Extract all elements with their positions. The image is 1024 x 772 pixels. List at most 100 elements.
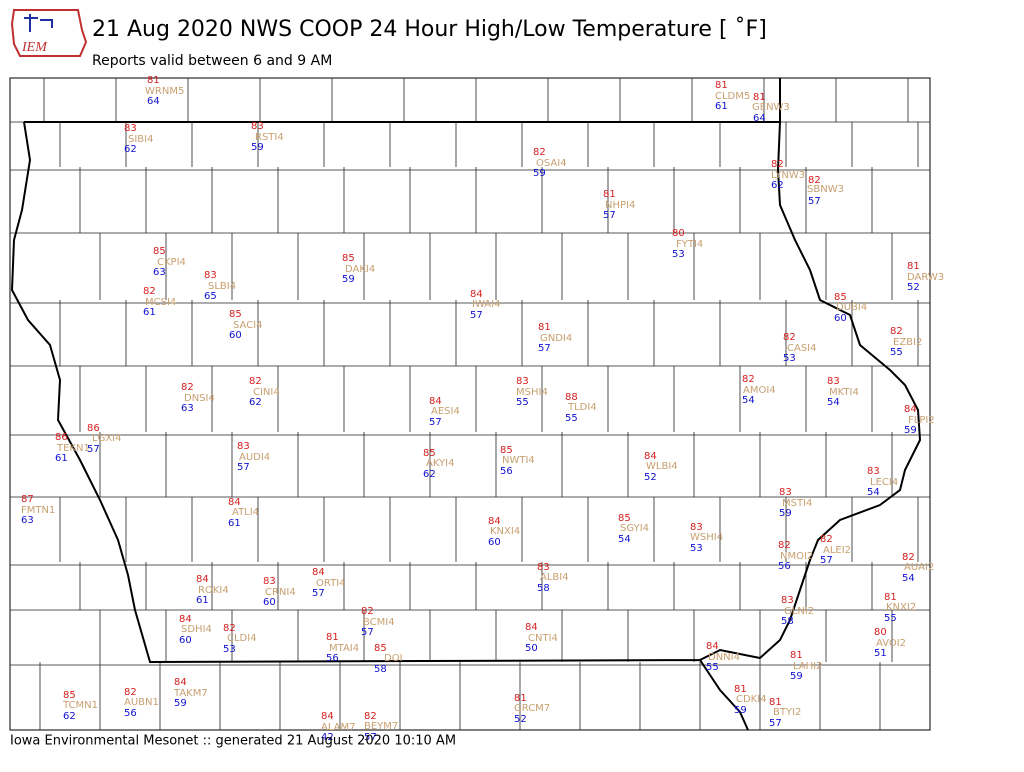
station-id: IWAI4 (472, 299, 500, 310)
station-id: MSHI4 (516, 387, 548, 398)
station-id: CKPI4 (157, 257, 186, 268)
station-low: 59 (251, 142, 264, 153)
station-low: 60 (834, 313, 847, 324)
station-high: 82 (223, 623, 236, 634)
station-id: MTAI4 (329, 643, 359, 654)
station-id: MSTI4 (782, 498, 812, 509)
station-low: 62 (124, 144, 137, 155)
station-low: 55 (565, 413, 578, 424)
station-id: DOI (384, 653, 403, 664)
station-high: 83 (827, 376, 840, 387)
station-low: 53 (690, 543, 703, 554)
station-high: 82 (890, 326, 903, 337)
logo: IEM (10, 9, 88, 57)
station-high: 82 (361, 606, 374, 617)
station-high: 84 (174, 677, 187, 688)
station-low: 60 (179, 635, 192, 646)
station-high: 82 (742, 374, 755, 385)
station-low: 55 (516, 397, 529, 408)
station-id: ALBI4 (540, 572, 569, 583)
station-id: ORTI4 (316, 578, 346, 589)
station-low: 57 (237, 462, 250, 473)
station-high: 85 (423, 448, 436, 459)
footer: Iowa Environmental Mesonet :: generated … (10, 734, 456, 749)
station-low: 58 (781, 616, 794, 627)
station-low: 61 (143, 307, 156, 318)
station-low: 54 (827, 397, 840, 408)
station-id: KNXI4 (490, 526, 520, 537)
station-id: CASI4 (787, 343, 816, 354)
station-id: AUDI4 (239, 452, 270, 463)
station-id: WRNM5 (145, 86, 184, 97)
station-id: CRNI4 (265, 587, 296, 598)
station-low: 54 (902, 573, 915, 584)
station-high: 84 (904, 404, 917, 415)
station-high: 86 (87, 423, 100, 434)
station-high: 82 (778, 540, 791, 551)
station-low: 57 (769, 718, 782, 729)
station-high: 85 (342, 253, 355, 264)
station-high: 83 (781, 595, 794, 606)
station-low: 59 (342, 274, 355, 285)
station-high: 82 (124, 687, 137, 698)
station-high: 84 (429, 396, 442, 407)
station-id: AMOI4 (743, 385, 776, 396)
station-high: 80 (672, 228, 685, 239)
station-high: 83 (779, 487, 792, 498)
station-id: FMTN1 (21, 505, 55, 516)
subtitle: Reports valid between 6 and 9 AM (92, 53, 332, 69)
station-high: 81 (884, 592, 897, 603)
station-high: 83 (690, 522, 703, 533)
station-low: 65 (204, 291, 217, 302)
station-high: 82 (533, 147, 546, 158)
station-id: FLPI2 (908, 415, 935, 426)
station-high: 83 (204, 270, 217, 281)
station-id: WLBI4 (646, 461, 678, 472)
station-low: 60 (263, 597, 276, 608)
station-high: 82 (181, 382, 194, 393)
station-id: MKTI4 (829, 387, 859, 398)
station-id: TAKM7 (173, 688, 208, 699)
station-id: SACI4 (233, 320, 263, 331)
station-low: 58 (537, 583, 550, 594)
station-high: 84 (644, 451, 657, 462)
station-low: 52 (907, 282, 920, 293)
station-low: 63 (181, 403, 194, 414)
station-id: BEYM7 (364, 721, 398, 732)
station-low: 63 (21, 515, 34, 526)
station-id: AESI4 (431, 406, 460, 417)
map-frame (9, 77, 931, 731)
station-high: 85 (63, 690, 76, 701)
station-high: 83 (537, 562, 550, 573)
station-high: 82 (820, 534, 833, 545)
station-id: LYNW3 (771, 170, 805, 181)
station-high: 83 (516, 376, 529, 387)
station-low: 59 (790, 671, 803, 682)
station-high: 81 (538, 322, 551, 333)
station-high: 81 (326, 632, 339, 643)
